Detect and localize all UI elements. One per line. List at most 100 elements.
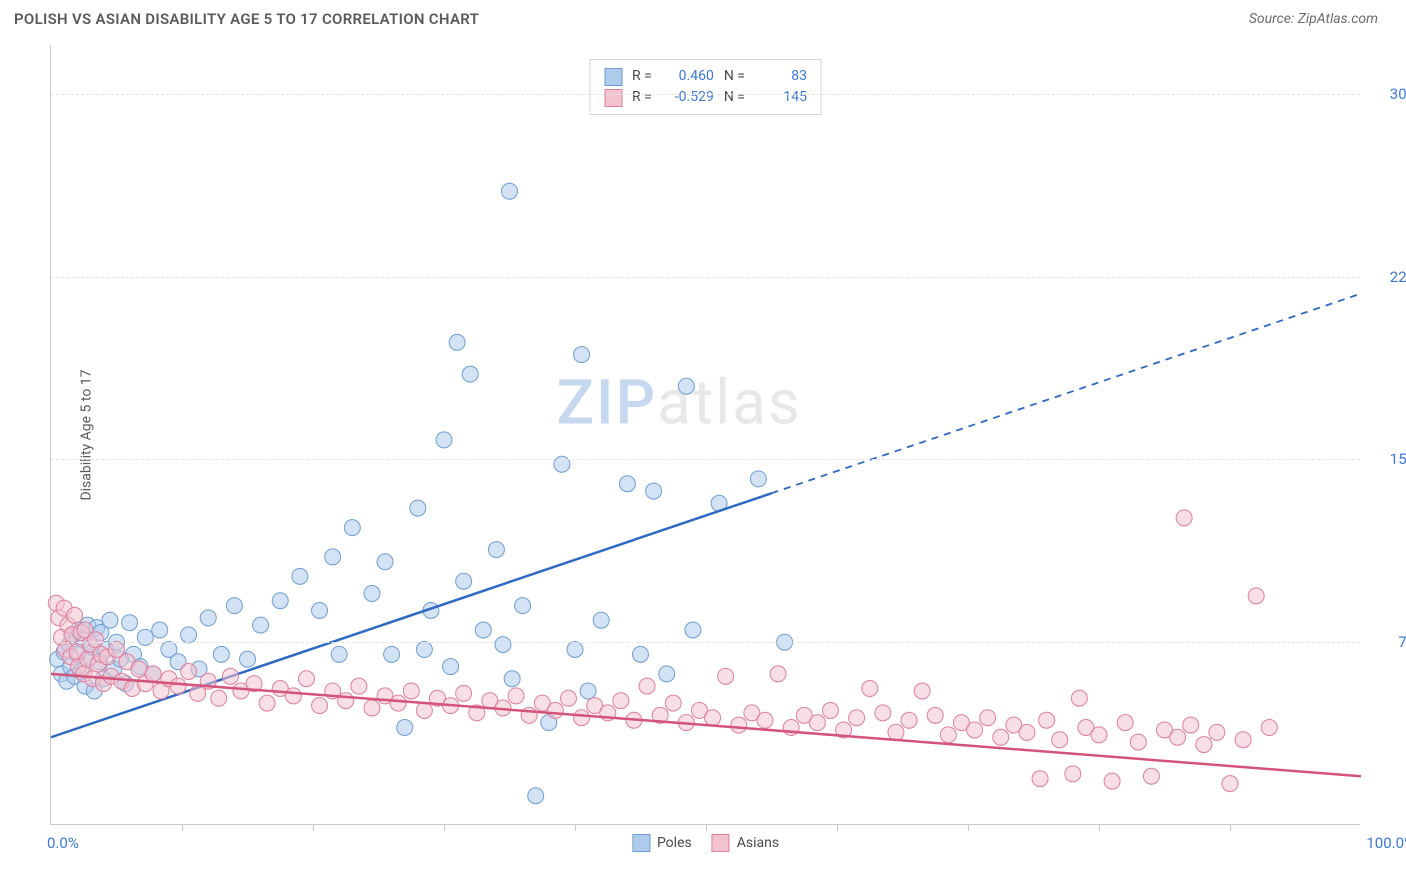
data-point [1143, 768, 1159, 784]
data-point [809, 715, 825, 731]
data-point [1117, 715, 1133, 731]
data-point [181, 627, 197, 643]
data-point [560, 690, 576, 706]
data-point [580, 683, 596, 699]
data-point [416, 642, 432, 658]
legend-R-value: -0.529 [662, 87, 714, 108]
legend-stat-row: R =0.460N =83 [604, 66, 807, 87]
x-tick [444, 824, 445, 831]
gridline [51, 277, 1360, 278]
legend-N-value: 83 [755, 66, 807, 87]
gridline [51, 459, 1360, 460]
data-point [145, 666, 161, 682]
data-point [67, 607, 83, 623]
data-point [456, 573, 472, 589]
data-point [875, 705, 891, 721]
data-point [718, 668, 734, 684]
data-point [1032, 771, 1048, 787]
data-point [849, 710, 865, 726]
data-point [325, 549, 341, 565]
y-tick-label: 30.0% [1368, 85, 1406, 103]
legend-swatch [604, 89, 622, 107]
x-tick [1099, 824, 1100, 831]
data-point [298, 671, 314, 687]
legend-swatch [604, 68, 622, 86]
chart-source: Source: ZipAtlas.com [1249, 11, 1378, 27]
x-tick [968, 824, 969, 831]
data-point [613, 693, 629, 709]
data-point [1248, 588, 1264, 604]
data-point [1261, 720, 1277, 736]
data-point [364, 585, 380, 601]
trend-line [51, 493, 772, 737]
data-point [377, 554, 393, 570]
data-point [364, 700, 380, 716]
data-point [678, 378, 694, 394]
data-point [1039, 712, 1055, 728]
data-point [901, 712, 917, 728]
data-point [88, 632, 104, 648]
data-point [312, 698, 328, 714]
data-point [574, 347, 590, 363]
data-point [338, 693, 354, 709]
data-point [122, 615, 138, 631]
data-point [390, 695, 406, 711]
data-point [1052, 732, 1068, 748]
data-point [574, 710, 590, 726]
data-point [1130, 734, 1146, 750]
data-point [312, 603, 328, 619]
data-point [488, 542, 504, 558]
x-tick [575, 824, 576, 831]
data-point [285, 688, 301, 704]
legend-R-label: R = [632, 66, 652, 87]
data-point [213, 646, 229, 662]
chart-title: POLISH VS ASIAN DISABILITY AGE 5 TO 17 C… [14, 10, 479, 28]
data-point [495, 637, 511, 653]
legend-N-label: N = [724, 87, 745, 108]
data-point [619, 476, 635, 492]
data-point [351, 678, 367, 694]
data-point [757, 712, 773, 728]
data-point [292, 568, 308, 584]
legend-stat-row: R =-0.529N =145 [604, 87, 807, 108]
data-point [646, 483, 662, 499]
data-point [927, 707, 943, 723]
data-point [1091, 727, 1107, 743]
x-axis-min-label: 0.0% [47, 834, 79, 852]
legend-swatch [712, 834, 730, 852]
data-point [226, 598, 242, 614]
data-point [152, 622, 168, 638]
data-point [1170, 729, 1186, 745]
gridline [51, 642, 1360, 643]
data-point [397, 720, 413, 736]
legend-series-item: Poles [632, 834, 692, 852]
legend-swatch [632, 834, 650, 852]
data-point [633, 646, 649, 662]
y-tick-label: 7.5% [1368, 633, 1406, 651]
data-point [750, 471, 766, 487]
data-point [888, 724, 904, 740]
data-point [1196, 737, 1212, 753]
data-point [1065, 766, 1081, 782]
series-legend: PolesAsians [632, 834, 779, 852]
legend-N-value: 145 [755, 87, 807, 108]
data-point [685, 622, 701, 638]
y-tick-label: 15.0% [1368, 450, 1406, 468]
chart-header: POLISH VS ASIAN DISABILITY AGE 5 TO 17 C… [0, 0, 1406, 36]
data-point [993, 729, 1009, 745]
data-point [410, 500, 426, 516]
correlation-legend: R =0.460N =83R =-0.529N =145 [589, 59, 822, 115]
data-point [131, 661, 147, 677]
data-point [436, 432, 452, 448]
legend-R-value: 0.460 [662, 66, 714, 87]
y-tick-label: 22.5% [1368, 268, 1406, 286]
data-point [659, 666, 675, 682]
data-point [102, 612, 118, 628]
data-point [384, 646, 400, 662]
data-point [456, 685, 472, 701]
data-point [181, 663, 197, 679]
data-point [822, 702, 838, 718]
data-point [1183, 717, 1199, 733]
data-point [593, 612, 609, 628]
data-point [462, 366, 478, 382]
